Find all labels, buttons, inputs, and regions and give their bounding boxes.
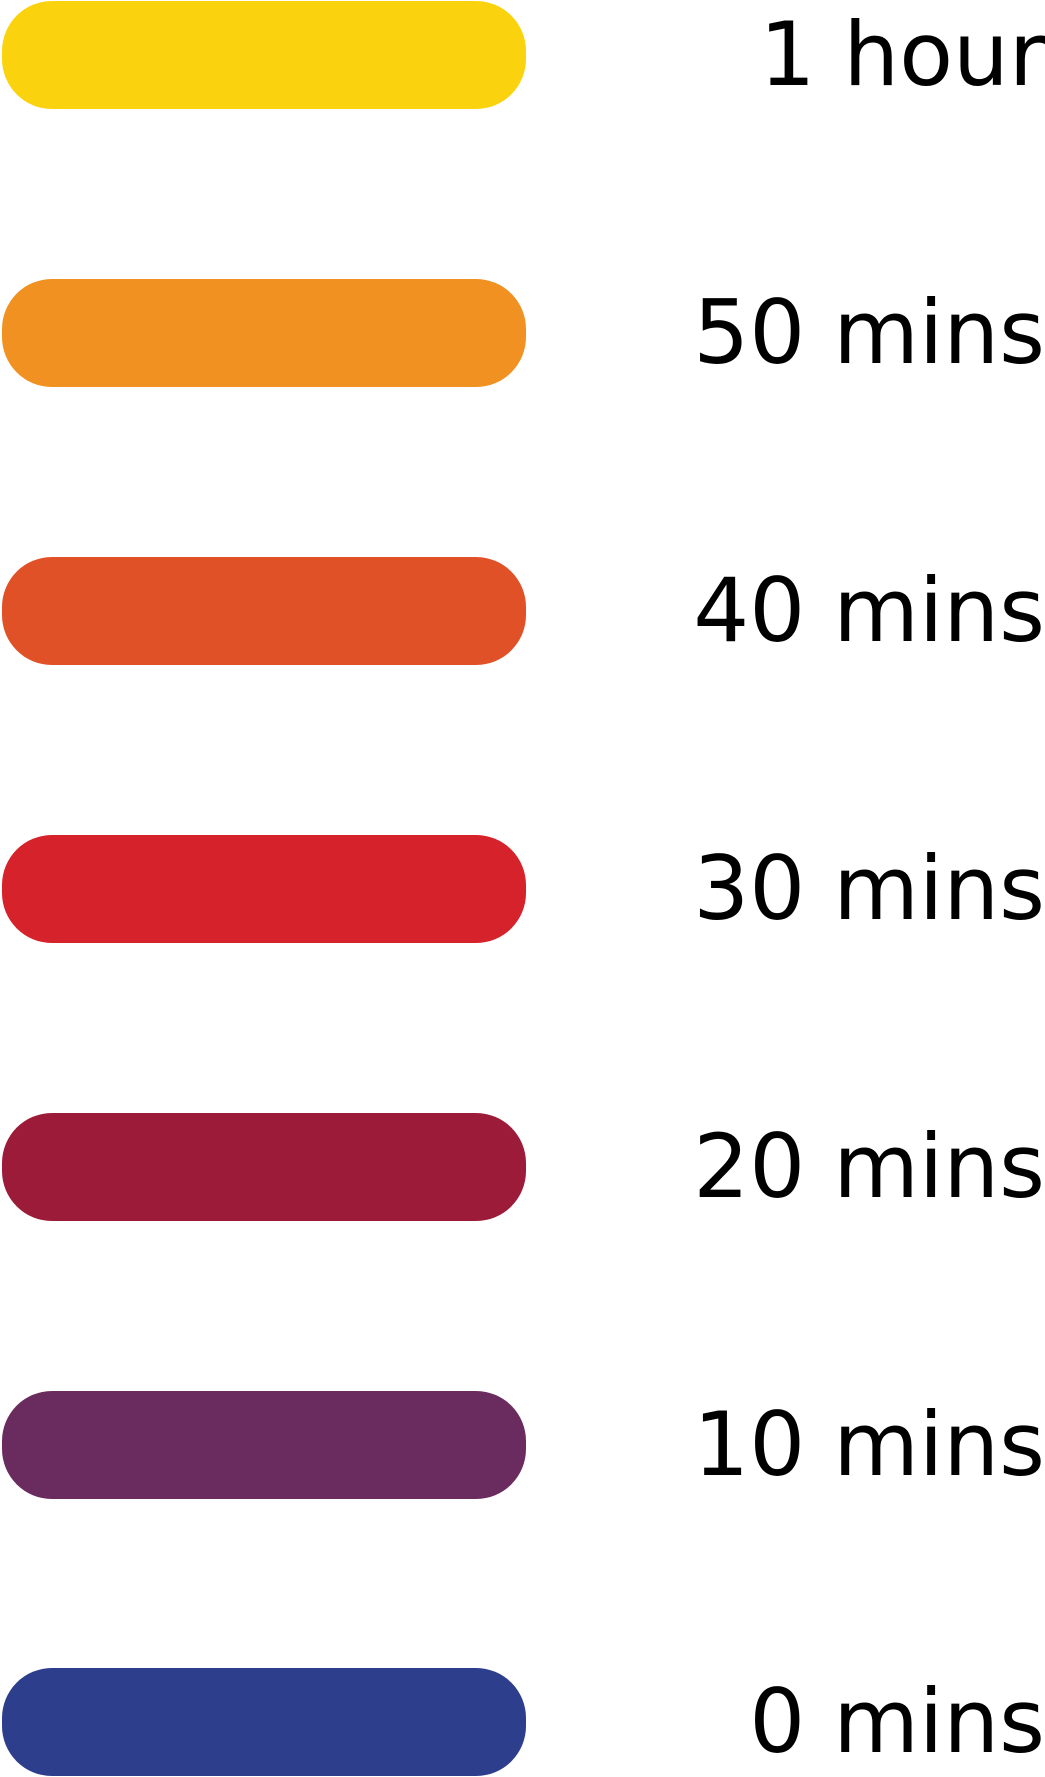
legend-item-40-mins: 40 mins [0, 557, 1045, 665]
legend-swatch [2, 279, 526, 387]
legend-item-10-mins: 10 mins [0, 1391, 1045, 1499]
legend-swatch [2, 1391, 526, 1499]
legend-item-50-mins: 50 mins [0, 279, 1045, 387]
legend-item-30-mins: 30 mins [0, 835, 1045, 943]
legend-label: 20 mins [693, 1115, 1045, 1218]
legend-item-1-hour: 1 hour [0, 1, 1045, 109]
legend-label: 50 mins [693, 281, 1045, 384]
legend-item-0-mins: 0 mins [0, 1668, 1045, 1776]
legend-swatch [2, 1, 526, 109]
legend-label: 30 mins [693, 837, 1045, 940]
legend-swatch [2, 557, 526, 665]
legend-swatch [2, 1668, 526, 1776]
legend-label: 0 mins [749, 1670, 1045, 1773]
legend-swatch [2, 1113, 526, 1221]
legend-label: 10 mins [693, 1393, 1045, 1496]
legend-label: 40 mins [693, 559, 1045, 662]
legend-label: 1 hour [759, 3, 1045, 106]
legend-item-20-mins: 20 mins [0, 1113, 1045, 1221]
legend-swatch [2, 835, 526, 943]
